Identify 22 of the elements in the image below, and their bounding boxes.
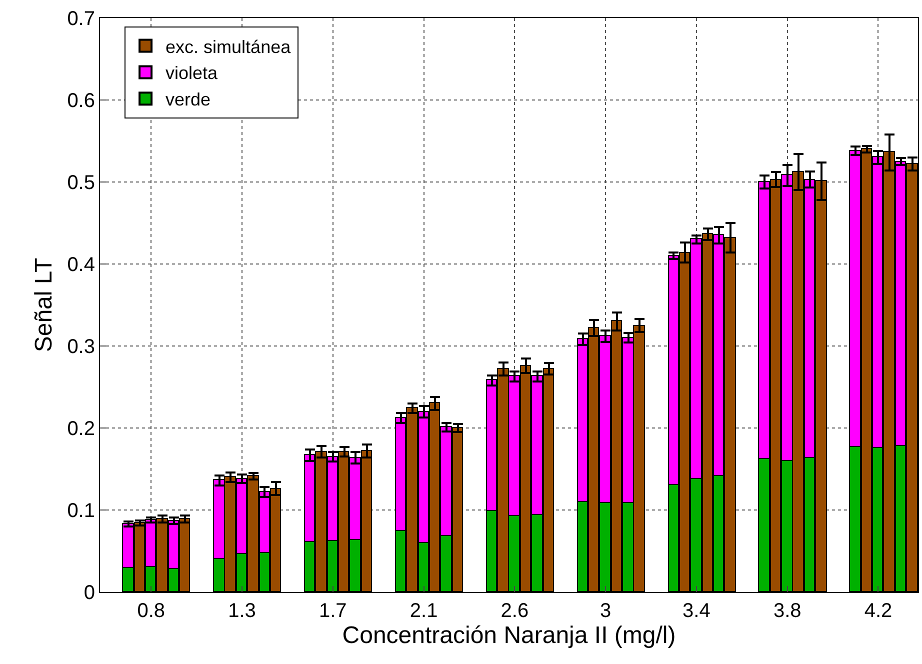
x-tick-label: 1.7	[318, 600, 347, 622]
legend-label: exc. simultánea	[166, 36, 292, 57]
y-tick-label: 0.6	[67, 90, 95, 112]
y-tick-label: 0.2	[67, 418, 95, 440]
y-tick-label: 0.7	[67, 8, 95, 30]
y-tick-label: 0.5	[67, 172, 95, 194]
x-tick-label: 3.4	[682, 600, 710, 622]
x-tick-label: 3.8	[773, 600, 802, 622]
x-axis-title: Concentración Naranja II (mg/l)	[342, 622, 676, 649]
y-tick-label: 0.4	[67, 254, 95, 276]
x-tick-label: 2.1	[410, 600, 438, 622]
y-tick-label: 0.3	[67, 336, 95, 358]
y-axis-title: Señal LT	[30, 258, 58, 352]
legend-label: violeta	[166, 63, 219, 84]
x-tick-label: 4.2	[864, 600, 892, 622]
x-tick-label: 1.3	[228, 600, 256, 622]
x-tick-label: 0.8	[137, 600, 166, 622]
x-tick-label: 2.6	[500, 600, 529, 622]
y-tick-label: 0.1	[67, 500, 95, 522]
y-tick-label: 0	[84, 582, 95, 604]
x-tick-label: 3	[600, 600, 612, 622]
legend-label: verde	[166, 90, 211, 110]
